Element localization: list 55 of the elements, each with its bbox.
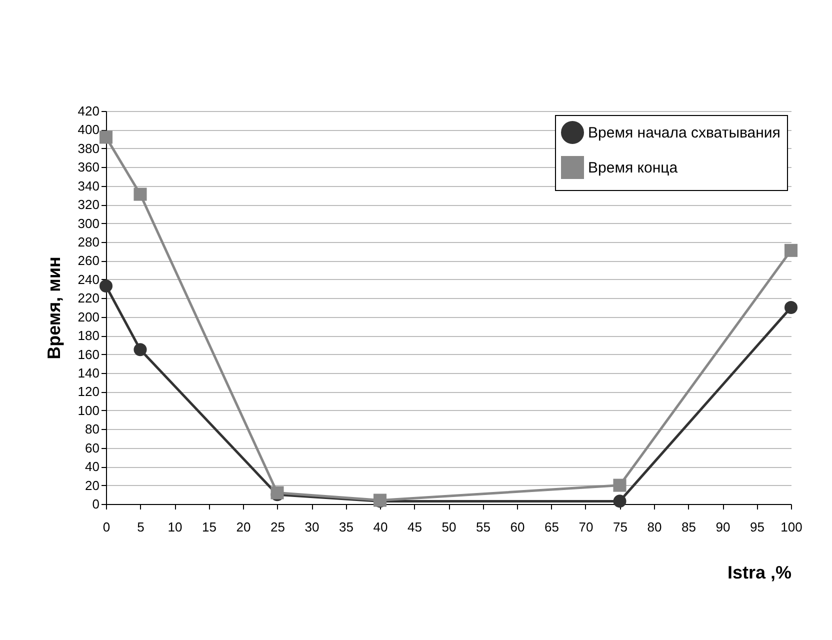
y-tick-label: 0 <box>92 496 100 512</box>
y-tick-label: 220 <box>78 290 100 306</box>
legend-label: Время начала схватывания <box>588 124 780 142</box>
x-tick-label: 30 <box>304 520 320 534</box>
point <box>784 244 798 257</box>
x-tick-label: 45 <box>408 520 422 534</box>
x-tick-label: 80 <box>647 520 662 534</box>
legend-label: Время конца <box>588 160 678 176</box>
y-tick-label: 400 <box>78 122 100 138</box>
y-tick-label: 300 <box>78 216 100 231</box>
y-tick-label: 360 <box>78 160 100 175</box>
y-tick-label: 40 <box>85 459 100 474</box>
x-axis-title: Istra ,% <box>727 562 792 582</box>
y-tick-label: 280 <box>78 234 100 250</box>
point <box>134 343 147 356</box>
x-tick-label: 25 <box>270 520 285 534</box>
x-tick-label: 85 <box>682 520 696 534</box>
x-tick-label: 5 <box>137 520 144 534</box>
y-tick-label: 80 <box>85 422 100 437</box>
x-tick-label: 60 <box>510 520 525 534</box>
x-tick-label: 55 <box>476 520 490 534</box>
y-axis-title: Время, мин <box>44 256 64 360</box>
y-tick-label: 140 <box>78 366 100 380</box>
x-tick-label: 0 <box>102 520 110 534</box>
point <box>134 188 147 201</box>
point <box>613 478 626 492</box>
x-tick-label: 10 <box>168 520 182 534</box>
y-tick-label: 160 <box>78 346 100 362</box>
y-tick-label: 260 <box>78 253 100 268</box>
y-tick-label: 200 <box>78 309 100 324</box>
y-tick-label: 380 <box>78 140 100 156</box>
y-tick-label: 420 <box>78 104 100 118</box>
y-tick-label: 60 <box>85 440 100 456</box>
x-tick-label: 35 <box>339 520 354 534</box>
x-tick-label: 75 <box>613 520 628 534</box>
point <box>784 300 798 314</box>
x-tick-label: 90 <box>716 520 730 534</box>
y-tick-label: 120 <box>78 384 100 400</box>
point <box>99 279 113 292</box>
point <box>99 130 113 144</box>
y-tick-label: 240 <box>78 272 100 287</box>
x-tick-label: 70 <box>578 520 594 534</box>
y-tick-label: 180 <box>78 328 100 344</box>
x-tick-label: 50 <box>442 520 456 534</box>
x-tick-label: 95 <box>750 520 764 534</box>
y-tick-label: 340 <box>78 178 100 194</box>
x-tick-label: 100 <box>780 520 802 534</box>
y-tick-label: 20 <box>85 478 100 493</box>
point <box>613 494 626 508</box>
x-tick-label: 20 <box>236 520 251 534</box>
y-tick-label: 100 <box>78 402 100 418</box>
x-tick-label: 65 <box>544 520 559 534</box>
x-tick-label: 40 <box>373 520 388 534</box>
x-tick-label: 15 <box>202 520 216 534</box>
y-tick-label: 320 <box>78 197 100 212</box>
